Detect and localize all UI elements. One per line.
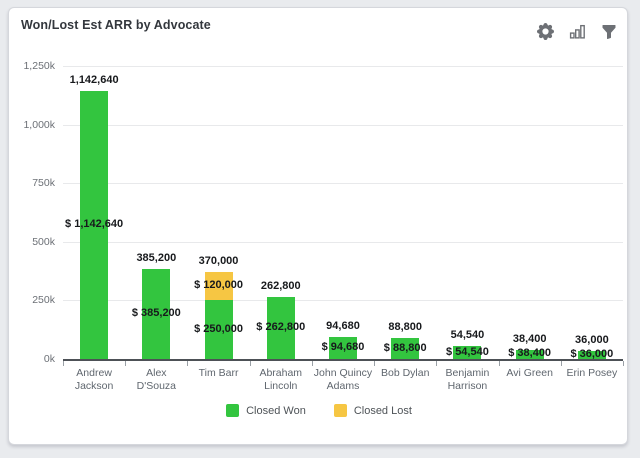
axis-tick bbox=[498, 361, 500, 366]
gridline bbox=[63, 241, 623, 243]
x-tick-label: Alex D'Souza bbox=[136, 367, 177, 392]
bar-total-label: 385,200 bbox=[136, 251, 177, 264]
bar-segment-closed-won[interactable] bbox=[577, 350, 606, 359]
bar-segment-closed-won[interactable] bbox=[329, 336, 357, 359]
axis-tick bbox=[187, 361, 189, 366]
legend: Closed Won Closed Lost bbox=[9, 404, 629, 417]
x-tick-label: John Quincy Adams bbox=[313, 367, 373, 392]
closed-won-swatch-icon bbox=[226, 404, 240, 417]
axis-tick bbox=[125, 361, 127, 366]
legend-label: Closed Lost bbox=[353, 404, 412, 417]
bar-segment-label: $ 1,142,640 bbox=[65, 218, 124, 231]
y-tick-label: 750k bbox=[32, 177, 55, 190]
gridline bbox=[63, 300, 623, 302]
x-tick-label: Tim Barr bbox=[198, 367, 239, 379]
bar-total-label: 370,000 bbox=[198, 255, 239, 268]
bar-segment-label: $ 88,800 bbox=[383, 341, 427, 354]
widget-card: Won/Lost Est ARR by Advocate 0k 250k 500k 7… bbox=[8, 7, 628, 445]
axis-tick bbox=[249, 361, 251, 366]
x-tick-label: Avi Green bbox=[506, 367, 553, 379]
bar-segment-closed-won[interactable] bbox=[204, 300, 233, 359]
bar-segment-closed-won[interactable] bbox=[391, 338, 420, 359]
bar-segment-label: $ 120,000 bbox=[194, 279, 244, 292]
bar-segment-label: $ 385,200 bbox=[131, 306, 181, 319]
bar-segment-closed-lost[interactable] bbox=[204, 272, 233, 301]
y-tick-label: 1,000k bbox=[23, 118, 55, 131]
axis-tick bbox=[623, 361, 624, 366]
bar-total-label: 88,800 bbox=[388, 321, 423, 334]
bar-segment-label: $ 38,400 bbox=[508, 347, 552, 360]
widget-toolbar bbox=[537, 23, 617, 40]
y-tick-label: 250k bbox=[32, 294, 55, 307]
bar-total-label: 1,142,640 bbox=[69, 74, 119, 87]
y-tick-label: 1,250k bbox=[23, 60, 55, 72]
axis-tick bbox=[436, 361, 438, 366]
x-tick-label: Benjamin Harrison bbox=[445, 367, 490, 392]
bar-segment-closed-won[interactable] bbox=[80, 91, 109, 359]
y-tick-label: 0k bbox=[43, 353, 55, 365]
y-tick-label: 500k bbox=[32, 235, 55, 248]
gridline bbox=[63, 124, 623, 126]
x-axis-line bbox=[63, 359, 623, 361]
bar-segment-closed-won[interactable] bbox=[142, 268, 171, 359]
bar-total-label: 38,400 bbox=[512, 332, 547, 345]
settings-gear-icon[interactable] bbox=[537, 23, 554, 40]
axis-tick bbox=[374, 361, 376, 366]
bar-segment-closed-won[interactable] bbox=[453, 346, 482, 359]
bar-segment-label: $ 54,540 bbox=[446, 345, 489, 358]
legend-label: Closed Won bbox=[246, 404, 306, 417]
bar-segment-closed-won[interactable] bbox=[266, 297, 295, 359]
bar-segment-label: $ 36,000 bbox=[570, 347, 614, 360]
closed-lost-swatch-icon bbox=[333, 404, 347, 417]
bar-total-label: 262,800 bbox=[260, 280, 301, 293]
bar-total-label: 54,540 bbox=[450, 329, 485, 342]
bar-segment-label: $ 262,800 bbox=[256, 321, 306, 334]
bar-segment-label: $ 94,680 bbox=[321, 340, 365, 353]
axis-tick bbox=[311, 361, 313, 366]
chart-canvas: 0k 250k 500k 750k 1,000k 1,250k $ 1,142,640 1,1… bbox=[9, 8, 629, 446]
axis-tick bbox=[63, 361, 64, 366]
gridline bbox=[63, 183, 623, 185]
chart-title: Won/Lost Est ARR by Advocate bbox=[21, 18, 211, 32]
x-tick-label: Bob Dylan bbox=[380, 367, 430, 379]
bar-segment-label: $ 250,000 bbox=[194, 322, 244, 335]
x-tick-label: Abraham Lincoln bbox=[259, 367, 303, 392]
x-tick-label: Erin Posey bbox=[566, 367, 618, 379]
legend-item-closed-won[interactable]: Closed Won bbox=[226, 404, 306, 417]
chart-type-icon[interactable] bbox=[569, 23, 586, 40]
filter-funnel-icon[interactable] bbox=[601, 24, 617, 40]
bar-segment-closed-won[interactable] bbox=[515, 349, 544, 359]
bar-total-label: 36,000 bbox=[575, 333, 609, 346]
gridline bbox=[63, 66, 623, 67]
x-tick-label: Andrew Jackson bbox=[74, 367, 114, 392]
bar-total-label: 94,680 bbox=[326, 319, 360, 332]
legend-item-closed-lost[interactable]: Closed Lost bbox=[333, 404, 412, 417]
axis-tick bbox=[560, 361, 562, 366]
